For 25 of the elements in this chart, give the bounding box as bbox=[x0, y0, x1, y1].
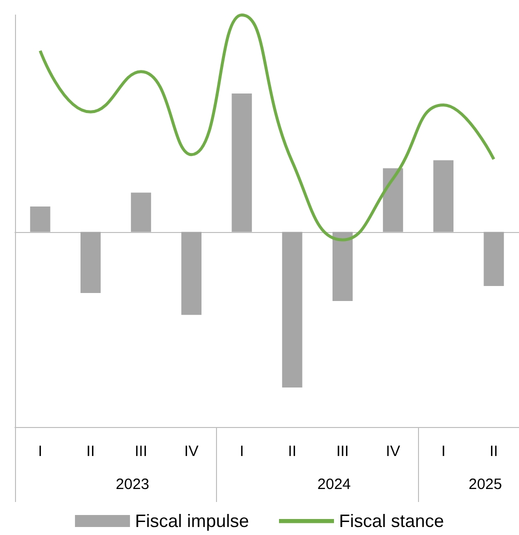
x-tick-label: II bbox=[86, 443, 95, 460]
x-tick-label: IV bbox=[184, 443, 198, 460]
x-tick-label: III bbox=[336, 443, 349, 460]
x-tick-label: I bbox=[38, 443, 42, 460]
text: 2025 bbox=[468, 476, 502, 493]
bar bbox=[433, 160, 454, 232]
legend-label: Fiscal stance bbox=[338, 511, 444, 531]
bar bbox=[30, 206, 50, 232]
bar bbox=[282, 232, 302, 388]
bar bbox=[382, 168, 404, 232]
x-tick-label: II bbox=[490, 443, 498, 460]
bar bbox=[130, 192, 152, 232]
bar bbox=[232, 93, 252, 232]
bar bbox=[484, 232, 504, 286]
text: 2024 bbox=[317, 476, 351, 493]
x-tick-label: III bbox=[134, 443, 148, 460]
x-tick-label: I bbox=[441, 443, 446, 460]
x-tick-label: I bbox=[240, 443, 244, 460]
text: 2023 bbox=[116, 476, 150, 493]
legend-label: Fiscal impulse bbox=[134, 511, 249, 531]
bar bbox=[80, 232, 101, 293]
bar bbox=[181, 232, 202, 315]
x-tick-label: IV bbox=[386, 443, 400, 460]
bar bbox=[332, 232, 353, 302]
x-tick-label: II bbox=[288, 443, 296, 460]
